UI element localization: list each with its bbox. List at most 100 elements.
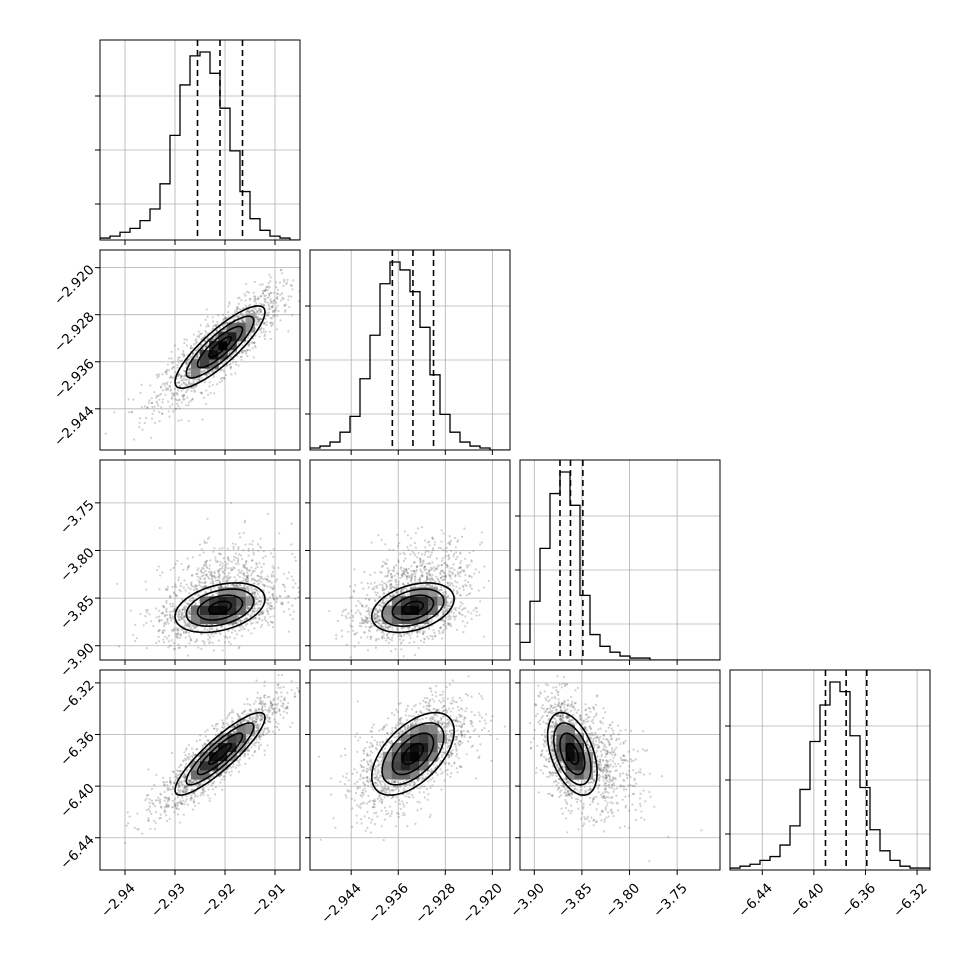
sample-point <box>271 593 274 596</box>
sample-point <box>143 421 146 425</box>
sample-point <box>341 614 344 617</box>
sample-point <box>347 630 350 633</box>
sample-point <box>239 619 242 623</box>
sample-point <box>235 633 238 636</box>
sample-point <box>165 601 168 604</box>
sample-point <box>138 426 141 429</box>
sample-point <box>226 317 229 320</box>
sample-point <box>249 574 252 577</box>
sample-point <box>271 587 274 590</box>
sample-point <box>376 586 379 589</box>
sample-point <box>166 585 169 589</box>
sample-point <box>170 375 173 378</box>
sample-point <box>443 571 446 575</box>
sample-point <box>396 628 399 632</box>
sample-point <box>233 567 236 570</box>
sample-point <box>188 622 191 626</box>
sample-point <box>395 572 399 575</box>
sample-point <box>214 368 217 371</box>
sample-point <box>195 573 198 576</box>
density-cell <box>245 313 255 324</box>
sample-point <box>359 602 362 605</box>
sample-point <box>195 639 198 643</box>
sample-point <box>431 561 434 564</box>
sample-point <box>197 378 200 381</box>
sample-point <box>257 621 260 624</box>
sample-point <box>230 583 233 586</box>
sample-point <box>229 365 233 368</box>
sample-point <box>172 605 175 608</box>
sample-point <box>438 581 441 584</box>
sample-point <box>422 641 426 644</box>
sample-point <box>143 405 146 408</box>
sample-point <box>414 546 417 549</box>
sample-point <box>381 587 384 590</box>
sample-point <box>253 582 256 585</box>
sample-point <box>241 319 244 322</box>
sample-point <box>229 367 232 370</box>
sample-point <box>203 540 206 543</box>
sample-point <box>209 573 212 577</box>
sample-point <box>234 562 237 565</box>
sample-point <box>462 607 465 610</box>
sample-point <box>288 305 291 309</box>
sample-point <box>252 308 255 311</box>
sample-point <box>263 618 266 621</box>
sample-point <box>145 416 148 420</box>
sample-point <box>443 605 446 608</box>
sample-point <box>192 387 195 390</box>
sample-point <box>222 577 225 581</box>
sample-point <box>270 552 273 555</box>
sample-point <box>185 631 188 635</box>
sample-point <box>458 587 461 590</box>
sample-point <box>353 590 356 593</box>
sample-point <box>194 342 198 345</box>
sample-point <box>213 586 216 589</box>
sample-point <box>454 574 457 577</box>
sample-point <box>235 579 238 582</box>
sample-point <box>398 542 401 545</box>
sample-point <box>283 280 286 283</box>
sample-point <box>211 327 214 330</box>
sample-point <box>445 627 448 630</box>
sample-point <box>161 631 164 634</box>
sample-point <box>261 313 264 316</box>
sample-point <box>161 611 164 614</box>
sample-point <box>433 631 436 635</box>
sample-point <box>366 593 369 597</box>
sample-point <box>144 615 147 618</box>
sample-point <box>418 557 422 560</box>
sample-point <box>167 634 170 638</box>
sample-point <box>227 572 231 575</box>
sample-point <box>245 580 248 583</box>
sample-point <box>183 605 186 608</box>
sample-point <box>200 338 203 341</box>
sample-point <box>242 307 245 310</box>
sample-point <box>421 574 424 578</box>
sample-point <box>169 614 172 617</box>
sample-point <box>203 578 206 581</box>
sample-point <box>204 334 207 337</box>
sample-point <box>248 298 251 301</box>
sample-point <box>174 398 177 401</box>
sample-point <box>351 616 355 619</box>
sample-point <box>177 629 180 632</box>
sample-point <box>237 546 240 549</box>
sample-point <box>210 574 213 577</box>
sample-point <box>170 367 174 370</box>
sample-point <box>449 581 452 584</box>
sample-point <box>375 584 378 588</box>
sample-point <box>162 606 165 609</box>
sample-point <box>214 559 217 562</box>
sample-point <box>224 560 227 564</box>
sample-point <box>161 398 164 401</box>
sample-point <box>449 624 453 628</box>
sample-point <box>165 611 168 614</box>
sample-point <box>250 589 253 592</box>
sample-point <box>242 579 245 583</box>
sample-point <box>152 409 156 412</box>
sample-point <box>426 583 429 587</box>
sample-point <box>423 638 426 641</box>
sample-point <box>218 360 221 363</box>
sample-point <box>217 572 221 576</box>
